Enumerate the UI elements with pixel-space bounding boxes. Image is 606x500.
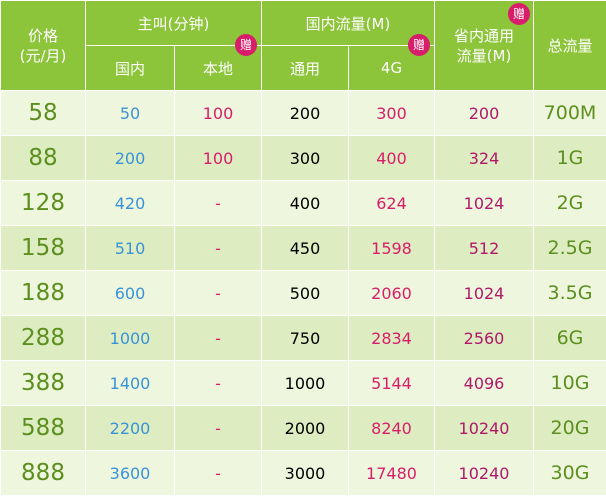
table-row: 58 50 100 200 300 200 700M bbox=[0, 90, 606, 136]
cell-provincial: 324 bbox=[434, 135, 534, 181]
cell-provincial: 512 bbox=[434, 225, 534, 271]
table-row: 88 200 100 300 400 324 1G bbox=[0, 135, 606, 181]
cell-domestic: 2200 bbox=[85, 405, 175, 451]
cell-domestic: 600 bbox=[85, 270, 175, 316]
header-4g-label: 4G bbox=[380, 59, 403, 77]
header-national-data-group: 国内流量(M) bbox=[261, 0, 435, 46]
cell-price: 58 bbox=[0, 90, 86, 136]
gift-badge-icon: 赠 bbox=[408, 34, 430, 56]
table-row: 158 510 - 450 1598 512 2.5G bbox=[0, 225, 606, 271]
cell-general: 750 bbox=[261, 315, 349, 361]
cell-total: 10G bbox=[533, 360, 606, 406]
cell-general: 450 bbox=[261, 225, 349, 271]
cell-4g: 2060 bbox=[348, 270, 435, 316]
header-general: 通用 bbox=[261, 45, 349, 91]
header-local-label: 本地 bbox=[202, 59, 233, 78]
table-row: 588 2200 - 2000 8240 10240 20G bbox=[0, 405, 606, 451]
cell-total: 700M bbox=[533, 90, 606, 136]
header-local: 赠 本地 bbox=[174, 34, 262, 91]
cell-domestic: 510 bbox=[85, 225, 175, 271]
cell-4g: 2834 bbox=[348, 315, 435, 361]
header-4g: 赠 4G bbox=[348, 34, 435, 91]
cell-general: 400 bbox=[261, 180, 349, 226]
gift-badge-icon: 赠 bbox=[508, 3, 530, 25]
cell-general: 500 bbox=[261, 270, 349, 316]
cell-total: 30G bbox=[533, 450, 606, 496]
cell-total: 6G bbox=[533, 315, 606, 361]
cell-4g: 8240 bbox=[348, 405, 435, 451]
header-price-line2: (元/月) bbox=[19, 46, 67, 65]
header-price-line1: 价格 bbox=[27, 26, 58, 45]
cell-local: - bbox=[174, 180, 262, 226]
cell-local: - bbox=[174, 315, 262, 361]
table-row: 288 1000 - 750 2834 2560 6G bbox=[0, 315, 606, 361]
header-provincial-line2: 流量(M) bbox=[456, 46, 512, 65]
cell-general: 2000 bbox=[261, 405, 349, 451]
cell-local: - bbox=[174, 405, 262, 451]
cell-general: 3000 bbox=[261, 450, 349, 496]
cell-provincial: 2560 bbox=[434, 315, 534, 361]
cell-price: 128 bbox=[0, 180, 86, 226]
cell-4g: 5144 bbox=[348, 360, 435, 406]
cell-total: 1G bbox=[533, 135, 606, 181]
cell-4g: 300 bbox=[348, 90, 435, 136]
cell-local: - bbox=[174, 360, 262, 406]
cell-local: - bbox=[174, 450, 262, 496]
cell-domestic: 3600 bbox=[85, 450, 175, 496]
cell-4g: 400 bbox=[348, 135, 435, 181]
cell-total: 20G bbox=[533, 405, 606, 451]
cell-provincial: 10240 bbox=[434, 405, 534, 451]
cell-provincial: 200 bbox=[434, 90, 534, 136]
header-call-group: 主叫(分钟) bbox=[85, 0, 262, 46]
cell-total: 2.5G bbox=[533, 225, 606, 271]
table-row: 188 600 - 500 2060 1024 3.5G bbox=[0, 270, 606, 316]
cell-domestic: 420 bbox=[85, 180, 175, 226]
cell-4g: 624 bbox=[348, 180, 435, 226]
cell-local: - bbox=[174, 225, 262, 271]
table-row: 128 420 - 400 624 1024 2G bbox=[0, 180, 606, 226]
cell-local: 100 bbox=[174, 90, 262, 136]
header-price: 价格 (元/月) bbox=[0, 0, 86, 91]
table-row: 888 3600 - 3000 17480 10240 30G bbox=[0, 450, 606, 496]
cell-price: 388 bbox=[0, 360, 86, 406]
cell-total: 3.5G bbox=[533, 270, 606, 316]
cell-price: 88 bbox=[0, 135, 86, 181]
cell-total: 2G bbox=[533, 180, 606, 226]
cell-domestic: 1000 bbox=[85, 315, 175, 361]
cell-local: 100 bbox=[174, 135, 262, 181]
cell-general: 200 bbox=[261, 90, 349, 136]
cell-domestic: 50 bbox=[85, 90, 175, 136]
cell-price: 188 bbox=[0, 270, 86, 316]
cell-4g: 17480 bbox=[348, 450, 435, 496]
cell-provincial: 1024 bbox=[434, 180, 534, 226]
cell-general: 1000 bbox=[261, 360, 349, 406]
header-domestic: 国内 bbox=[85, 45, 175, 91]
cell-domestic: 1400 bbox=[85, 360, 175, 406]
cell-price: 158 bbox=[0, 225, 86, 271]
header-provincial-data: 赠 省内通用 流量(M) bbox=[434, 0, 534, 91]
cell-local: - bbox=[174, 270, 262, 316]
header-total: 总流量 bbox=[533, 0, 606, 91]
cell-general: 300 bbox=[261, 135, 349, 181]
cell-price: 888 bbox=[0, 450, 86, 496]
cell-domestic: 200 bbox=[85, 135, 175, 181]
header-provincial-line1: 省内通用 bbox=[453, 26, 514, 45]
gift-badge-icon: 赠 bbox=[235, 34, 257, 56]
table-row: 388 1400 - 1000 5144 4096 10G bbox=[0, 360, 606, 406]
cell-provincial: 10240 bbox=[434, 450, 534, 496]
cell-provincial: 4096 bbox=[434, 360, 534, 406]
cell-provincial: 1024 bbox=[434, 270, 534, 316]
cell-4g: 1598 bbox=[348, 225, 435, 271]
cell-price: 288 bbox=[0, 315, 86, 361]
cell-price: 588 bbox=[0, 405, 86, 451]
